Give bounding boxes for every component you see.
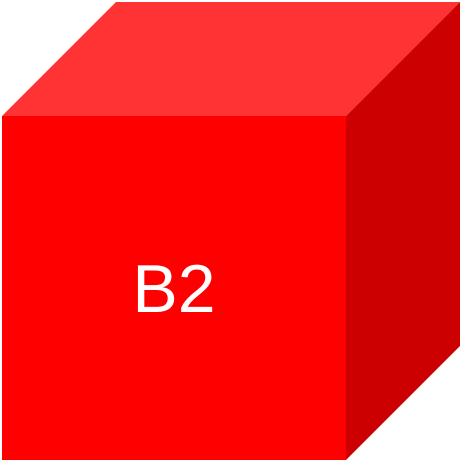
cube-side-face xyxy=(346,2,460,460)
cube-top-face xyxy=(2,2,460,116)
cube-label: B2 xyxy=(132,251,215,327)
cube-front-face xyxy=(2,116,346,460)
